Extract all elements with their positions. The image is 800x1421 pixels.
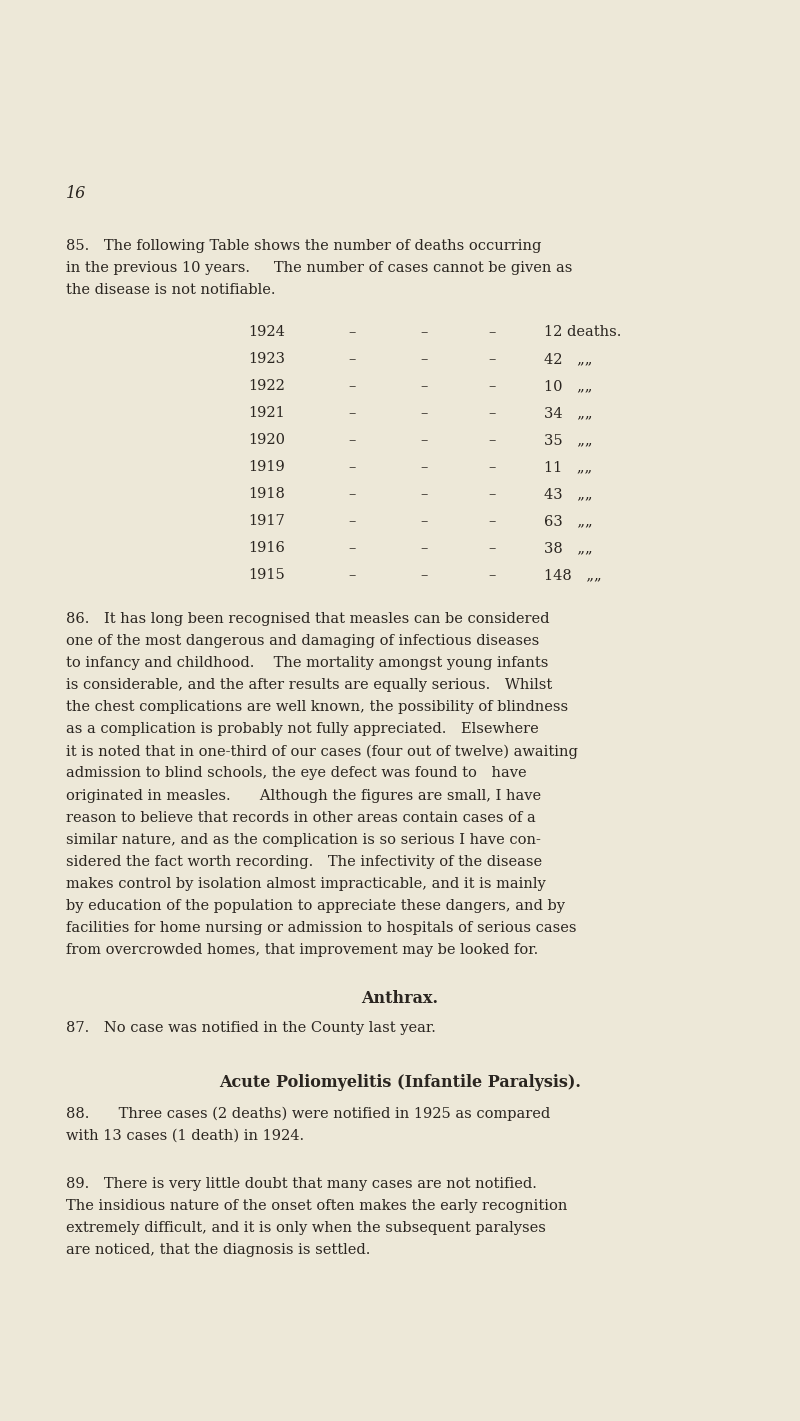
Text: –: – xyxy=(488,514,496,529)
Text: extremely difficult, and it is only when the subsequent paralyses: extremely difficult, and it is only when… xyxy=(66,1221,546,1235)
Text: –: – xyxy=(488,325,496,340)
Text: 11 „„: 11 „„ xyxy=(544,460,592,475)
Text: –: – xyxy=(420,352,428,367)
Text: 1915: 1915 xyxy=(248,568,285,583)
Text: –: – xyxy=(488,487,496,502)
Text: –: – xyxy=(420,460,428,475)
Text: 1919: 1919 xyxy=(248,460,285,475)
Text: –: – xyxy=(488,568,496,583)
Text: The insidious nature of the onset often makes the early recognition: The insidious nature of the onset often … xyxy=(66,1198,567,1212)
Text: one of the most dangerous and damaging of infectious diseases: one of the most dangerous and damaging o… xyxy=(66,634,539,648)
Text: 1916: 1916 xyxy=(248,541,285,556)
Text: –: – xyxy=(348,433,356,448)
Text: 87. No case was notified in the County last year.: 87. No case was notified in the County l… xyxy=(66,1022,435,1034)
Text: 35 „„: 35 „„ xyxy=(544,433,593,448)
Text: Anthrax.: Anthrax. xyxy=(362,990,438,1007)
Text: reason to believe that records in other areas contain cases of a: reason to believe that records in other … xyxy=(66,810,535,824)
Text: are noticed, that the diagnosis is settled.: are noticed, that the diagnosis is settl… xyxy=(66,1242,370,1256)
Text: –: – xyxy=(420,406,428,421)
Text: –: – xyxy=(348,406,356,421)
Text: similar nature, and as the complication is so serious I have con-: similar nature, and as the complication … xyxy=(66,833,541,847)
Text: 16: 16 xyxy=(66,185,86,202)
Text: –: – xyxy=(348,568,356,583)
Text: –: – xyxy=(348,460,356,475)
Text: 1922: 1922 xyxy=(248,379,285,394)
Text: –: – xyxy=(348,514,356,529)
Text: 1924: 1924 xyxy=(248,325,285,340)
Text: –: – xyxy=(348,541,356,556)
Text: with 13 cases (1 death) in 1924.: with 13 cases (1 death) in 1924. xyxy=(66,1128,304,1142)
Text: –: – xyxy=(420,487,428,502)
Text: by education of the population to appreciate these dangers, and by: by education of the population to apprec… xyxy=(66,898,565,912)
Text: admission to blind schools, the eye defect was found to have: admission to blind schools, the eye defe… xyxy=(66,766,526,780)
Text: 63 „„: 63 „„ xyxy=(544,514,593,529)
Text: –: – xyxy=(348,352,356,367)
Text: –: – xyxy=(488,406,496,421)
Text: –: – xyxy=(488,433,496,448)
Text: 1920: 1920 xyxy=(248,433,285,448)
Text: 89. There is very little doubt that many cases are not notified.: 89. There is very little doubt that many… xyxy=(66,1177,537,1191)
Text: 148 „„: 148 „„ xyxy=(544,568,602,583)
Text: 86. It has long been recognised that measles can be considered: 86. It has long been recognised that mea… xyxy=(66,612,549,627)
Text: 12 deaths.: 12 deaths. xyxy=(544,325,622,340)
Text: 43 „„: 43 „„ xyxy=(544,487,593,502)
Text: –: – xyxy=(420,379,428,394)
Text: the chest complications are well known, the possibility of blindness: the chest complications are well known, … xyxy=(66,701,568,715)
Text: is considerable, and the after results are equally serious. Whilst: is considerable, and the after results a… xyxy=(66,678,552,692)
Text: 1921: 1921 xyxy=(248,406,285,421)
Text: originated in measles.  Although the figures are small, I have: originated in measles. Although the figu… xyxy=(66,789,541,803)
Text: 10 „„: 10 „„ xyxy=(544,379,592,394)
Text: –: – xyxy=(420,514,428,529)
Text: 88.  Three cases (2 deaths) were notified in 1925 as compared: 88. Three cases (2 deaths) were notified… xyxy=(66,1107,550,1121)
Text: –: – xyxy=(348,379,356,394)
Text: as a complication is probably not fully appreciated. Elsewhere: as a complication is probably not fully … xyxy=(66,722,538,736)
Text: to infancy and childhood.  The mortality amongst young infants: to infancy and childhood. The mortality … xyxy=(66,657,548,671)
Text: –: – xyxy=(488,460,496,475)
Text: 1923: 1923 xyxy=(248,352,285,367)
Text: makes control by isolation almost impracticable, and it is mainly: makes control by isolation almost imprac… xyxy=(66,877,546,891)
Text: from overcrowded homes, that improvement may be looked for.: from overcrowded homes, that improvement… xyxy=(66,942,538,956)
Text: –: – xyxy=(348,487,356,502)
Text: facilities for home nursing or admission to hospitals of serious cases: facilities for home nursing or admission… xyxy=(66,921,576,935)
Text: –: – xyxy=(348,325,356,340)
Text: –: – xyxy=(488,541,496,556)
Text: 85. The following Table shows the number of deaths occurring: 85. The following Table shows the number… xyxy=(66,239,541,253)
Text: –: – xyxy=(420,433,428,448)
Text: Acute Poliomyelitis (Infantile Paralysis).: Acute Poliomyelitis (Infantile Paralysis… xyxy=(219,1074,581,1091)
Text: –: – xyxy=(488,352,496,367)
Text: –: – xyxy=(420,541,428,556)
Text: sidered the fact worth recording. The infectivity of the disease: sidered the fact worth recording. The in… xyxy=(66,854,542,868)
Text: –: – xyxy=(420,325,428,340)
Text: the disease is not notifiable.: the disease is not notifiable. xyxy=(66,283,275,297)
Text: –: – xyxy=(420,568,428,583)
Text: 1917: 1917 xyxy=(248,514,285,529)
Text: in the previous 10 years.   The number of cases cannot be given as: in the previous 10 years. The number of … xyxy=(66,261,572,274)
Text: 38 „„: 38 „„ xyxy=(544,541,593,556)
Text: 1918: 1918 xyxy=(248,487,285,502)
Text: –: – xyxy=(488,379,496,394)
Text: 34 „„: 34 „„ xyxy=(544,406,593,421)
Text: 42 „„: 42 „„ xyxy=(544,352,592,367)
Text: it is noted that in one-third of our cases (four out of twelve) awaiting: it is noted that in one-third of our cas… xyxy=(66,745,578,759)
